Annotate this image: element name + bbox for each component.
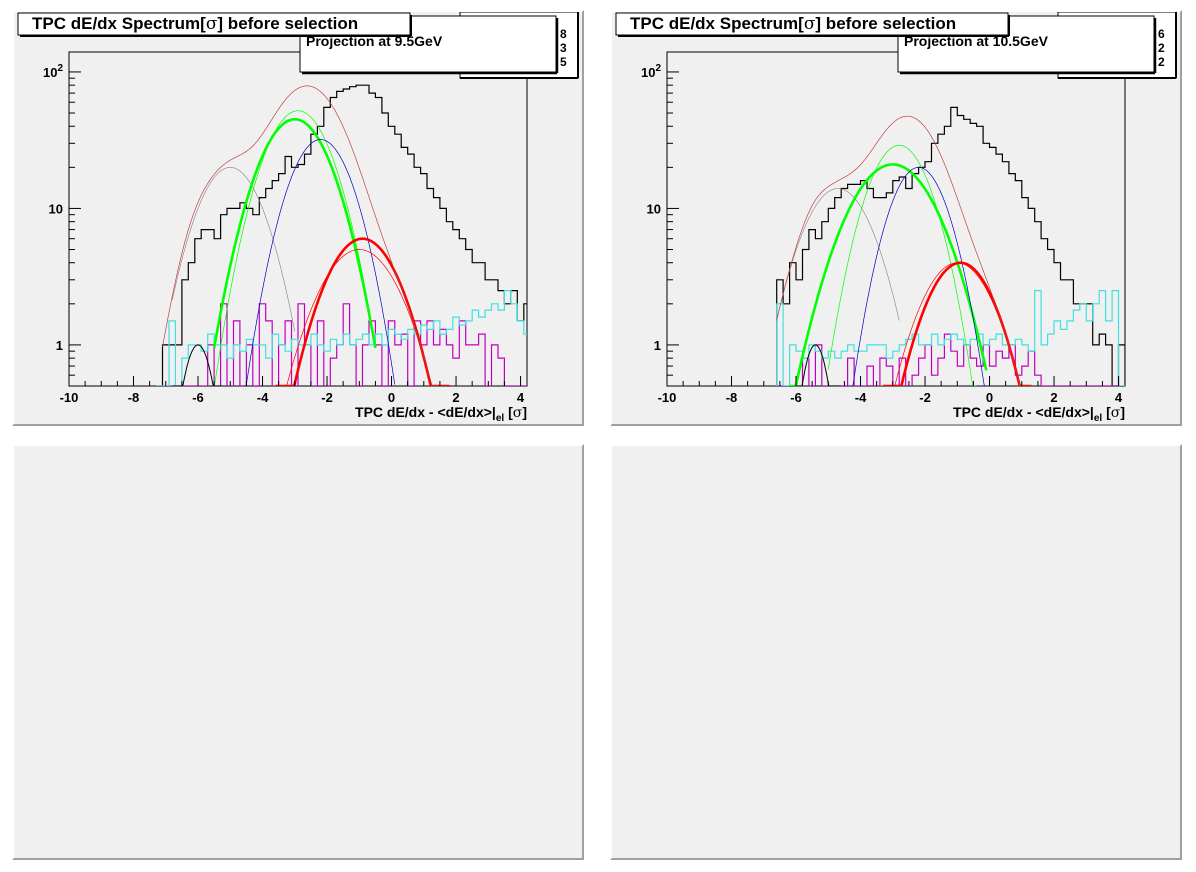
stats-value: 5 xyxy=(560,55,567,69)
fit-curve-3 xyxy=(789,344,842,386)
stats-value: 8 xyxy=(560,27,567,41)
plot-pad-1: -10 -8 -6 -4 -2 0 2 4 1 10 102 TPC dE/dx - <dE/dx>|… xyxy=(12,10,584,426)
fit-curve-4 xyxy=(171,166,296,332)
y-tick-label: 10 xyxy=(647,201,661,216)
histogram-series-2 xyxy=(156,290,527,386)
x-axis-title: TPC dE/dx - <dE/dx>|el [σ] xyxy=(355,404,527,424)
x-tick-label: 4 xyxy=(517,390,525,405)
chart-title: TPC dE/dx Spectrum[σ] before selection xyxy=(630,14,956,34)
stats-value: 3 xyxy=(560,41,567,55)
y-tick-label: 1 xyxy=(56,338,63,353)
x-tick-label: -2 xyxy=(321,390,333,405)
x-tick-label: -6 xyxy=(790,390,802,405)
stats-value: 2 xyxy=(1158,55,1165,69)
x-tick-label: -8 xyxy=(726,390,738,405)
histogram-series-1 xyxy=(156,303,527,386)
x-tick-label: -2 xyxy=(919,390,931,405)
y-tick-label: 102 xyxy=(43,63,63,80)
stats-value: 6 xyxy=(1158,27,1165,41)
x-tick-label: -10 xyxy=(658,390,677,405)
y-tick-label: 10 xyxy=(49,201,63,216)
chart-title: TPC dE/dx Spectrum[σ] before selection xyxy=(32,14,358,34)
x-axis-title: TPC dE/dx - <dE/dx>|el [σ] xyxy=(953,404,1125,424)
x-tick-label: -10 xyxy=(60,390,79,405)
empty-pad-3 xyxy=(12,444,584,860)
x-tick-label: 2 xyxy=(1050,390,1057,405)
x-tick-label: -8 xyxy=(128,390,140,405)
x-tick-label: -4 xyxy=(257,390,269,405)
x-tick-label: -4 xyxy=(855,390,867,405)
plot-frame xyxy=(666,51,1126,387)
x-tick-label: 2 xyxy=(452,390,459,405)
fit-curve-7 xyxy=(847,166,990,386)
fit-curve-9 xyxy=(272,249,450,386)
total-fit-curve xyxy=(162,85,444,386)
plot-area xyxy=(156,84,527,386)
fit-curve-7 xyxy=(243,139,396,386)
histogram-series-2 xyxy=(776,290,1125,386)
x-tick-label: 4 xyxy=(1115,390,1123,405)
plot-area xyxy=(776,106,1125,386)
histogram-series-0 xyxy=(776,106,1125,386)
chart-9p5gev: -10 -8 -6 -4 -2 0 2 4 1 10 102 TPC dE/dx - <dE/dx>|… xyxy=(17,12,579,424)
fit-curve-5 xyxy=(789,163,988,386)
y-tick-label: 1 xyxy=(654,338,661,353)
total-fit-curve xyxy=(776,115,1032,386)
empty-pad-4 xyxy=(610,444,1182,860)
histogram-series-1 xyxy=(776,333,1125,386)
x-tick-label: -6 xyxy=(192,390,204,405)
fit-curve-3 xyxy=(172,344,224,386)
y-tick-label: 102 xyxy=(641,63,661,80)
x-tick-label: 0 xyxy=(986,390,993,405)
fit-curve-6 xyxy=(827,144,977,386)
chart-10p5gev: -10 -8 -6 -4 -2 0 2 4 1 10 102 TPC dE/dx - <dE/dx>|… xyxy=(615,12,1177,424)
x-tick-label: 0 xyxy=(388,390,395,405)
fit-curve-9 xyxy=(879,262,1032,386)
stats-value: 2 xyxy=(1158,41,1165,55)
plot-pad-2: -10 -8 -6 -4 -2 0 2 4 1 10 102 TPC dE/dx - <dE/dx>|… xyxy=(610,10,1182,426)
fit-curve-5 xyxy=(212,118,377,349)
fit-curve-6 xyxy=(213,110,376,386)
histogram-series-0 xyxy=(156,84,527,386)
